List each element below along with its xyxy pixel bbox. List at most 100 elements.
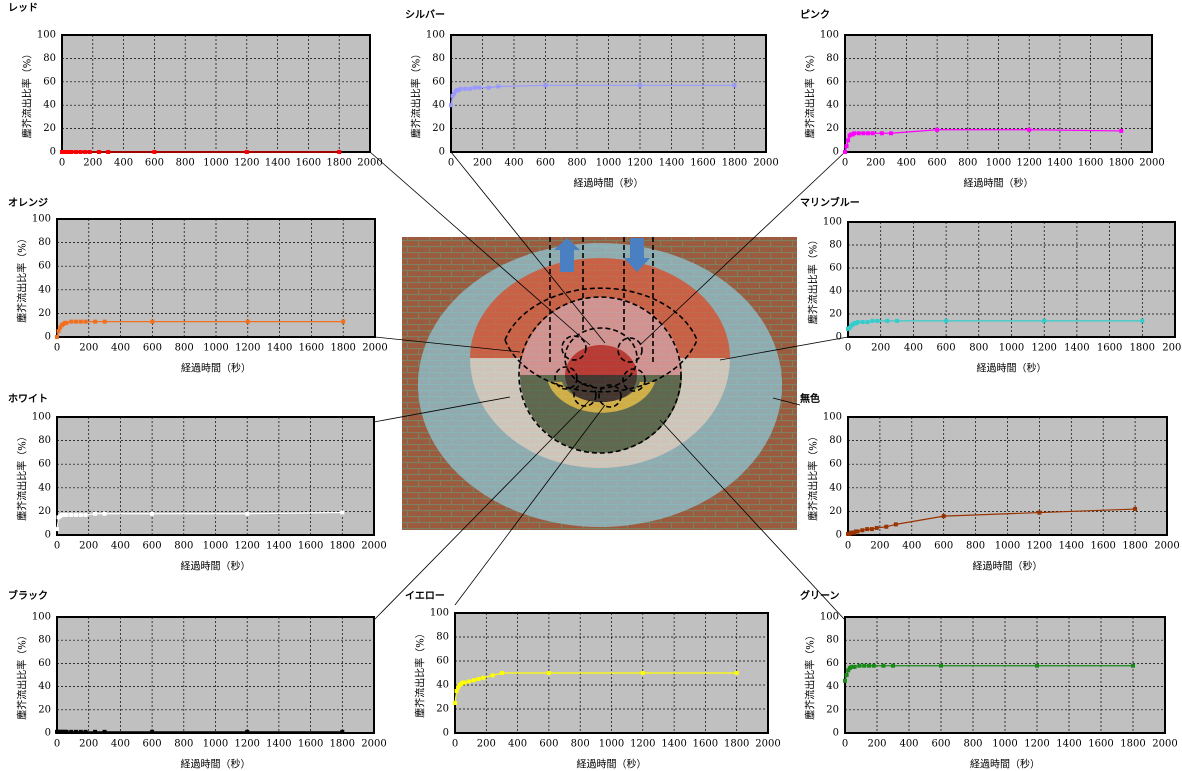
- y-tick-label: 100: [426, 30, 445, 41]
- y-tick-label: 60: [38, 459, 51, 470]
- data-point: [57, 329, 61, 333]
- x-tick-label: 600: [143, 541, 162, 552]
- y-tick-label: 40: [436, 680, 449, 691]
- x-tick-label: 1800: [330, 343, 355, 354]
- data-point: [862, 664, 866, 668]
- x-tick-label: 1000: [203, 739, 228, 750]
- chart: イエロー020406080100020040060080010001200140…: [405, 590, 781, 771]
- chart-title: マリンブルー: [800, 196, 860, 209]
- x-tick-label: 200: [79, 343, 98, 354]
- data-point: [150, 320, 154, 324]
- data-point: [496, 84, 500, 88]
- x-tick-label: 400: [899, 739, 918, 750]
- y-tick-label: 0: [50, 147, 56, 158]
- y-tick-label: 100: [823, 217, 842, 228]
- x-axis-label: 経過時間（秒）: [577, 758, 647, 771]
- y-tick-label: 40: [38, 482, 51, 493]
- y-tick-label: 60: [38, 261, 51, 272]
- y-tick-label: 20: [826, 704, 839, 715]
- x-tick-label: 400: [508, 739, 527, 750]
- data-point: [79, 513, 83, 517]
- x-tick-label: 400: [111, 739, 130, 750]
- x-tick-label: 200: [79, 541, 98, 552]
- data-point: [547, 671, 551, 675]
- x-tick-label: 1600: [299, 343, 324, 354]
- data-point: [875, 319, 879, 323]
- y-tick-label: 20: [38, 308, 51, 319]
- data-point: [462, 681, 466, 685]
- x-tick-label: 1000: [992, 739, 1017, 750]
- x-tick-label: 400: [111, 541, 130, 552]
- y-tick-label: 80: [829, 435, 842, 446]
- x-axis-label: 経過時間（秒）: [574, 177, 644, 190]
- x-tick-label: 400: [902, 541, 921, 552]
- data-point: [150, 512, 154, 516]
- data-point: [875, 526, 879, 530]
- data-point: [638, 83, 642, 87]
- y-tick-label: 40: [829, 482, 842, 493]
- data-point: [340, 730, 344, 734]
- data-point: [871, 319, 875, 323]
- x-tick-label: 1000: [203, 158, 228, 169]
- x-tick-label: 1600: [1088, 739, 1113, 750]
- x-tick-label: 2000: [1154, 541, 1179, 552]
- y-tick-label: 60: [43, 76, 56, 87]
- y-tick-label: 0: [443, 728, 449, 739]
- data-point: [88, 150, 92, 154]
- data-point: [845, 144, 849, 148]
- data-point: [857, 131, 861, 135]
- x-tick-label: 1400: [1047, 158, 1072, 169]
- chart-title: ピンク: [800, 9, 830, 21]
- y-axis-label: 塵芥流出比率（%）: [804, 49, 817, 139]
- data-point: [477, 86, 481, 90]
- data-point: [880, 131, 884, 135]
- y-axis-label: 塵芥流出比率（%）: [16, 233, 29, 323]
- data-point: [871, 131, 875, 135]
- data-point: [891, 664, 895, 668]
- chart-title: レッド: [8, 2, 38, 14]
- x-tick-label: 1800: [1130, 343, 1155, 354]
- x-tick-label: 1600: [1078, 158, 1103, 169]
- x-tick-label: 1200: [234, 158, 259, 169]
- x-tick-label: 1000: [986, 158, 1011, 169]
- y-tick-label: 40: [826, 100, 839, 111]
- y-axis-label: 塵芥流出比率（%）: [16, 630, 29, 720]
- data-point: [152, 150, 156, 154]
- x-tick-label: 1400: [1059, 541, 1084, 552]
- x-tick-label: 1400: [266, 541, 291, 552]
- x-tick-label: 800: [567, 158, 586, 169]
- x-tick-label: 1800: [1120, 739, 1145, 750]
- data-point: [889, 131, 893, 135]
- x-tick-label: 800: [966, 541, 985, 552]
- y-tick-label: 0: [836, 332, 842, 343]
- y-tick-label: 20: [829, 309, 842, 320]
- y-tick-label: 60: [38, 658, 51, 669]
- x-tick-label: 1200: [630, 739, 655, 750]
- y-axis-label: 塵芥流出比率（%）: [804, 630, 817, 720]
- x-tick-label: 200: [867, 739, 886, 750]
- x-tick-label: 1400: [266, 739, 291, 750]
- x-tick-label: 800: [958, 158, 977, 169]
- x-tick-label: 600: [143, 343, 162, 354]
- x-axis-label: 経過時間（秒）: [181, 560, 251, 573]
- x-tick-label: 1400: [1056, 739, 1081, 750]
- data-point: [84, 513, 88, 517]
- x-tick-label: 2000: [362, 343, 387, 354]
- x-tick-label: 1400: [659, 158, 684, 169]
- x-tick-label: 200: [866, 158, 885, 169]
- data-point: [856, 320, 860, 324]
- data-point: [1027, 128, 1031, 132]
- data-point: [861, 320, 865, 324]
- x-tick-label: 2000: [361, 739, 386, 750]
- y-tick-label: 40: [38, 284, 51, 295]
- data-point: [935, 128, 939, 132]
- data-point: [884, 525, 888, 529]
- data-point: [894, 522, 898, 526]
- x-tick-label: 400: [897, 158, 916, 169]
- y-tick-label: 80: [826, 635, 839, 646]
- x-tick-label: 1400: [267, 343, 292, 354]
- data-point: [65, 321, 69, 325]
- data-point: [1140, 319, 1144, 323]
- data-point: [245, 730, 249, 734]
